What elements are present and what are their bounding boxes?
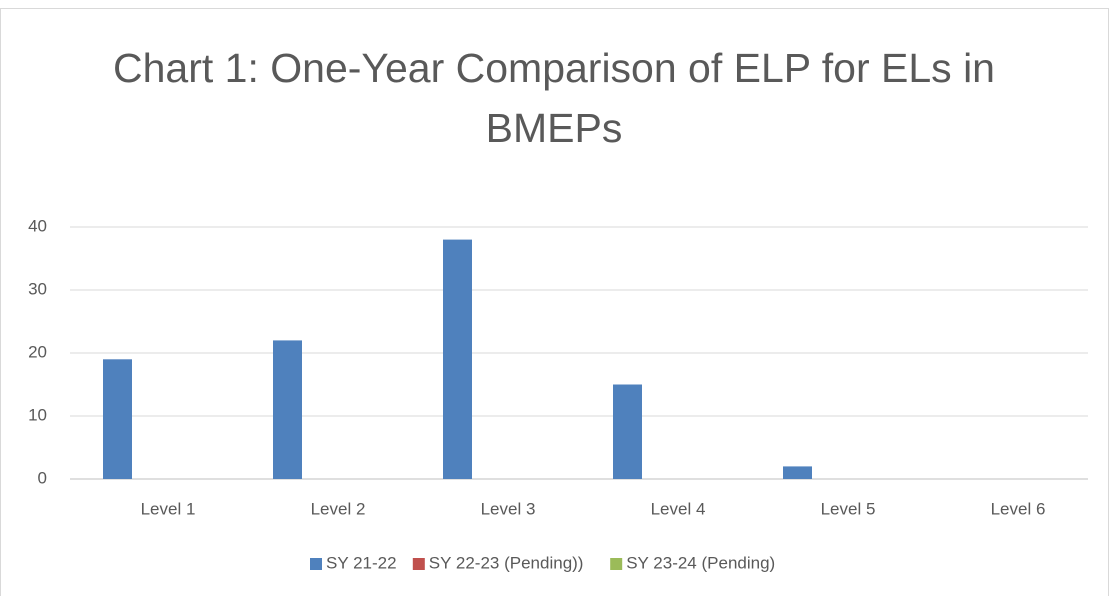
x-tick-label: Level 3 (481, 499, 536, 518)
x-tick-label: Level 2 (311, 499, 366, 518)
y-tick-label: 10 (28, 405, 47, 424)
bar (273, 340, 302, 479)
legend-label: SY 23-24 (Pending) (626, 553, 775, 572)
legend-label: SY 22-23 (Pending)) (429, 553, 584, 572)
y-tick-label: 0 (38, 468, 47, 487)
legend-swatch (610, 558, 623, 570)
bar (613, 384, 642, 479)
bar (103, 359, 132, 479)
chart-title: Chart 1: One-Year Comparison of ELP for … (113, 45, 995, 151)
y-tick-label: 20 (28, 342, 47, 361)
bar (783, 466, 812, 479)
legend-swatch (310, 558, 322, 570)
x-tick-label: Level 1 (141, 499, 196, 518)
x-tick-label: Level 4 (651, 499, 706, 518)
y-tick-label: 30 (28, 279, 47, 298)
x-tick-label: Level 6 (991, 499, 1046, 518)
legend-label: SY 21-22 (326, 553, 397, 572)
y-tick-label: 40 (28, 216, 47, 235)
bar (443, 239, 472, 479)
legend-swatch (412, 558, 425, 570)
x-tick-label: Level 5 (821, 499, 876, 518)
